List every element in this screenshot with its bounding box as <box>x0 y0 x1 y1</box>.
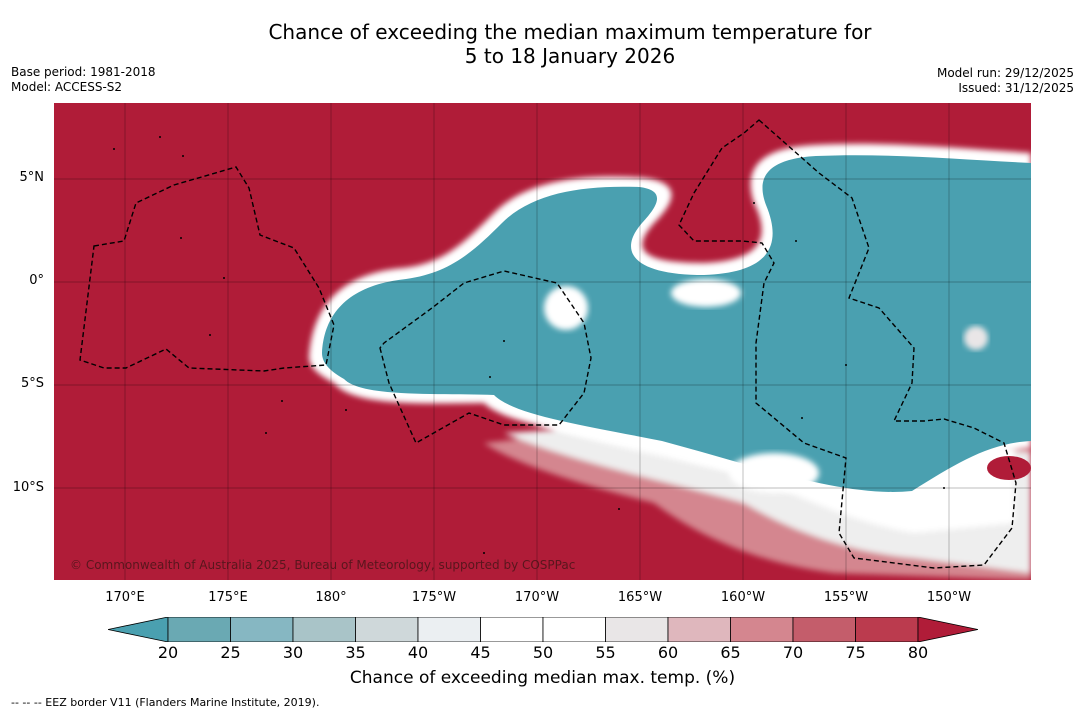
title-line-1: Chance of exceeding the median maximum t… <box>268 20 872 44</box>
meta-right: Model run: 29/12/2025 Issued: 31/12/2025 <box>937 66 1074 96</box>
lat-label-0: 0° <box>29 273 44 288</box>
warm-spot <box>987 456 1031 480</box>
map-panel <box>54 103 1031 580</box>
colorbar-tick-label: 50 <box>532 643 554 662</box>
lon-label: 175°W <box>411 590 457 605</box>
base-period-label: Base period: 1981-2018 <box>11 65 156 79</box>
colorbar-segment <box>480 617 544 642</box>
colorbar-tick-label: 45 <box>470 643 491 662</box>
model-run-label: Model run: 29/12/2025 <box>936 66 1074 80</box>
colorbar-segment <box>605 617 669 642</box>
lon-label: 170°W <box>514 590 560 605</box>
colorbar-over-triangle <box>917 617 978 642</box>
graticule <box>54 103 1031 580</box>
colorbar <box>108 617 978 642</box>
colorbar-tick-label: 65 <box>720 643 741 662</box>
lat-label-5s: 5°S <box>20 376 44 391</box>
eez-borders <box>79 119 1017 569</box>
colorbar-tick-label: 30 <box>282 643 304 662</box>
colorbar-under-triangle <box>108 617 169 642</box>
chart-title: Chance of exceeding the median maximum t… <box>170 20 970 68</box>
colorbar-segment <box>855 617 919 642</box>
colorbar-segment <box>730 617 794 642</box>
cool-region <box>322 155 1031 492</box>
colorbar-segment <box>792 617 856 642</box>
colorbar-segment <box>355 617 419 642</box>
lon-label: 160°W <box>720 590 766 605</box>
model-label: Model: ACCESS-S2 <box>11 80 123 94</box>
colorbar-tick-label: 75 <box>845 643 866 662</box>
lon-label: 180° <box>315 590 347 605</box>
island-dots <box>113 136 945 554</box>
colorbar-segment <box>167 617 231 642</box>
eastern-blob <box>964 326 988 350</box>
colorbar-tick-label: 80 <box>907 643 929 662</box>
colorbar-tick-label: 40 <box>407 643 429 662</box>
meta-left: Base period: 1981-2018 Model: ACCESS-S2 <box>11 65 156 95</box>
colorbar-segment <box>417 617 481 642</box>
title-line-2: 5 to 18 January 2026 <box>464 44 676 68</box>
colorbar-tick-label: 60 <box>657 643 679 662</box>
lon-label: 155°W <box>823 590 869 605</box>
colorbar-segment <box>230 617 294 642</box>
northern-blob <box>671 279 741 307</box>
colorbar-title: Chance of exceeding median max. temp. (%… <box>349 668 736 688</box>
colorbar-tick-label: 55 <box>595 643 616 662</box>
colorbar-tick-label: 20 <box>157 643 179 662</box>
lat-label-10s: 10°S <box>12 480 44 495</box>
lon-label: 150°W <box>926 590 972 605</box>
colorbar-segment <box>292 617 356 642</box>
equatorial-blob <box>544 286 588 330</box>
colorbar-segment <box>542 617 606 642</box>
lat-label-5n: 5°N <box>19 170 45 185</box>
colorbar-segment <box>667 617 731 642</box>
lon-label: 170°E <box>105 590 145 605</box>
southern-blob <box>729 453 819 493</box>
lon-label: 165°W <box>617 590 663 605</box>
colorbar-tick-label: 25 <box>220 643 241 662</box>
eez-footnote: -- -- -- EEZ border V11 (Flanders Marine… <box>11 696 320 709</box>
issued-label: Issued: 31/12/2025 <box>958 81 1074 95</box>
lon-label: 175°E <box>208 590 248 605</box>
colorbar-tick-label: 35 <box>345 643 366 662</box>
copyright-notice: © Commonwealth of Australia 2025, Bureau… <box>70 558 576 572</box>
colorbar-tick-label: 70 <box>782 643 804 662</box>
